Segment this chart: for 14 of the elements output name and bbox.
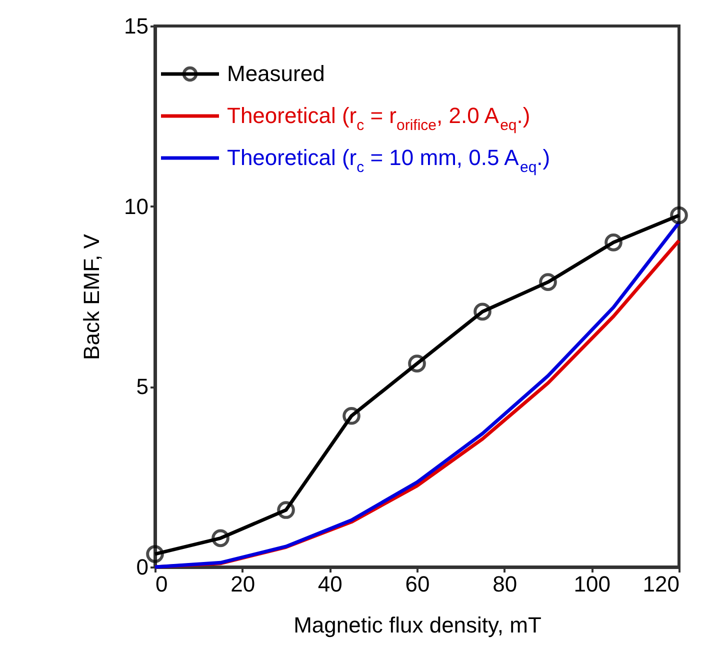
x-tick-label: 40 <box>318 572 342 596</box>
x-tick-label: 20 <box>230 572 256 596</box>
y-tick-label: 10 <box>124 194 148 219</box>
y-tick-label: 15 <box>124 14 148 38</box>
x-tick-label: 80 <box>492 572 518 596</box>
x-axis-title: Magnetic flux density, mT <box>294 612 542 638</box>
y-axis-title: Back EMF, V <box>79 234 104 360</box>
y-tick-label: 0 <box>136 554 148 580</box>
x-tick-label: 0 <box>156 572 168 596</box>
x-tick-label: 100 <box>574 572 611 596</box>
x-tick-label: 120 <box>642 572 680 596</box>
legend-label: Measured <box>227 61 325 86</box>
y-tick-label: 5 <box>136 374 148 400</box>
x-tick-label: 60 <box>405 572 430 596</box>
